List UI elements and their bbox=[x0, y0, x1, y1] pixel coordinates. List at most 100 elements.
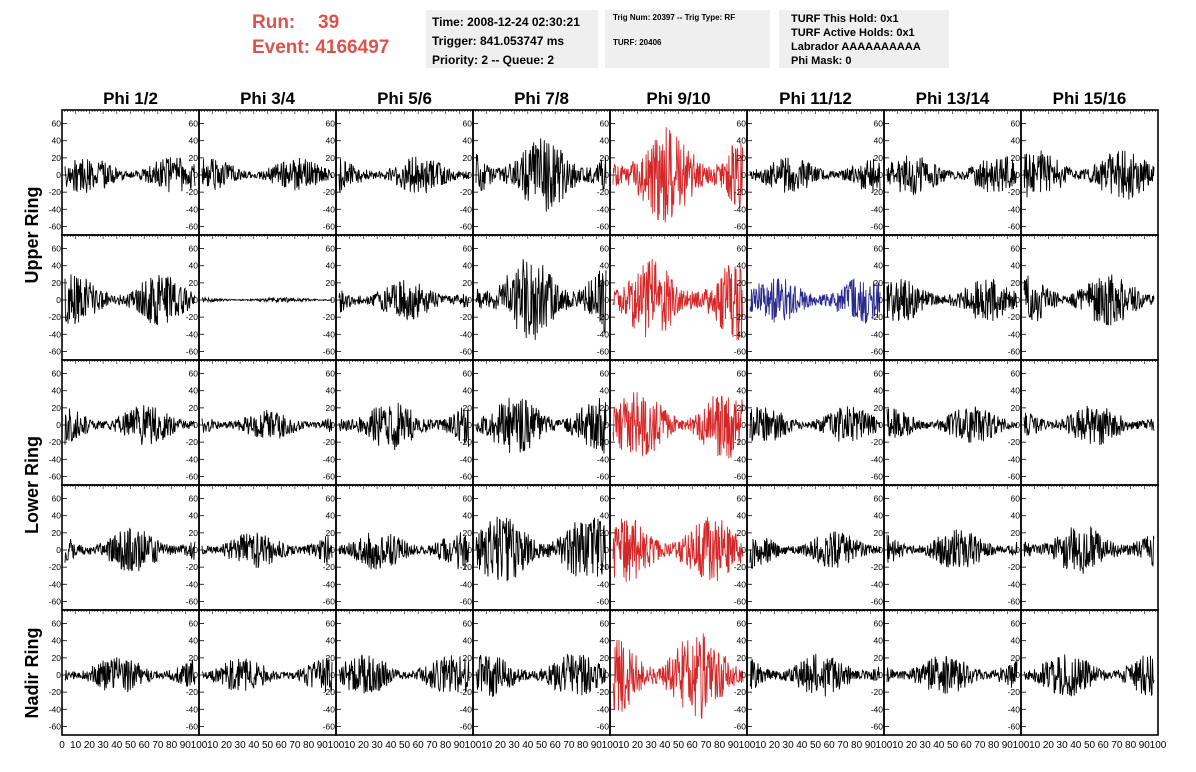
y-tick-label: 60 bbox=[600, 244, 610, 254]
y-tick-label: 60 bbox=[189, 619, 199, 629]
x-tick-label: 70 bbox=[974, 740, 986, 751]
y-tick-label: 0 bbox=[604, 545, 609, 555]
y-tick-label: 60 bbox=[326, 619, 336, 629]
y-tick-label: -60 bbox=[186, 596, 199, 606]
y-tick-label: -60 bbox=[1008, 346, 1021, 356]
x-tick-label: 70 bbox=[700, 740, 712, 751]
y-tick-label: 20 bbox=[874, 278, 884, 288]
y-tick-label: 60 bbox=[737, 494, 747, 504]
y-tick-label: 20 bbox=[189, 278, 199, 288]
y-tick-label: -60 bbox=[49, 346, 62, 356]
y-tick-label: 0 bbox=[330, 670, 335, 680]
y-tick-label: -60 bbox=[734, 221, 747, 231]
trig-num-text: Trig Num: 20397 -- Trig Type: RF bbox=[613, 13, 736, 22]
waveform-r3-c6 bbox=[749, 406, 881, 442]
waveform-r5-c4 bbox=[475, 654, 607, 697]
y-tick-label: -60 bbox=[186, 721, 199, 731]
y-tick-label: -20 bbox=[460, 187, 473, 197]
x-tick-label: 10 bbox=[481, 740, 493, 751]
x-tick-label: 10 bbox=[344, 740, 356, 751]
y-tick-label: 0 bbox=[56, 170, 61, 180]
column-header-8: Phi 15/16 bbox=[1053, 89, 1127, 108]
y-tick-label: -60 bbox=[460, 221, 473, 231]
x-tick-label: 80 bbox=[851, 740, 863, 751]
y-tick-label: 60 bbox=[1011, 619, 1021, 629]
y-tick-label: 0 bbox=[56, 670, 61, 680]
y-tick-label: -20 bbox=[49, 312, 62, 322]
y-tick-label: 60 bbox=[1011, 119, 1021, 129]
y-tick-label: 0 bbox=[193, 545, 198, 555]
x-tick-label: 70 bbox=[837, 740, 849, 751]
y-tick-label: 40 bbox=[326, 386, 336, 396]
y-tick-label: 20 bbox=[737, 403, 747, 413]
y-tick-label: 20 bbox=[737, 153, 747, 163]
y-tick-label: 40 bbox=[874, 261, 884, 271]
y-tick-label: -40 bbox=[460, 329, 473, 339]
y-tick-label: 40 bbox=[600, 386, 610, 396]
y-tick-label: 20 bbox=[189, 153, 199, 163]
y-tick-label: -40 bbox=[460, 204, 473, 214]
y-tick-label: 0 bbox=[56, 295, 61, 305]
y-tick-label: 40 bbox=[600, 511, 610, 521]
y-tick-label: -20 bbox=[49, 437, 62, 447]
y-tick-label: 60 bbox=[463, 244, 473, 254]
y-tick-label: 40 bbox=[737, 136, 747, 146]
y-tick-label: 20 bbox=[600, 528, 610, 538]
y-tick-label: -40 bbox=[323, 454, 336, 464]
y-tick-label: -40 bbox=[186, 204, 199, 214]
waveform-r5-c6 bbox=[749, 653, 881, 697]
waveform-r1-c1 bbox=[64, 157, 196, 193]
y-tick-label: -40 bbox=[871, 454, 884, 464]
y-tick-label: 20 bbox=[600, 403, 610, 413]
waveform-r5-c5 bbox=[612, 633, 744, 719]
ring-label-upper-ring: Upper Ring bbox=[22, 187, 42, 284]
y-tick-label: -40 bbox=[1008, 329, 1021, 339]
y-tick-label: 60 bbox=[600, 369, 610, 379]
y-tick-label: 20 bbox=[737, 653, 747, 663]
x-tick-label: 20 bbox=[769, 740, 781, 751]
x-tick-label: 40 bbox=[1070, 740, 1082, 751]
waveform-r4-c4 bbox=[475, 516, 607, 582]
y-tick-label: 20 bbox=[874, 528, 884, 538]
y-tick-label: -40 bbox=[460, 454, 473, 464]
y-tick-label: 20 bbox=[1011, 153, 1021, 163]
y-tick-label: 0 bbox=[741, 545, 746, 555]
y-tick-label: 60 bbox=[874, 119, 884, 129]
y-tick-label: -20 bbox=[734, 187, 747, 197]
y-tick-label: 60 bbox=[737, 619, 747, 629]
y-tick-label: 0 bbox=[741, 420, 746, 430]
y-tick-label: 0 bbox=[604, 170, 609, 180]
y-tick-label: 60 bbox=[737, 369, 747, 379]
y-tick-label: 0 bbox=[878, 295, 883, 305]
y-tick-label: -20 bbox=[871, 687, 884, 697]
y-tick-label: 0 bbox=[330, 295, 335, 305]
x-tick-label: 0 bbox=[59, 740, 65, 751]
waveform-r4-c6 bbox=[749, 531, 881, 569]
y-tick-label: 60 bbox=[326, 494, 336, 504]
y-tick-label: 40 bbox=[463, 511, 473, 521]
waveform-r5-c1 bbox=[64, 657, 196, 693]
y-tick-label: 40 bbox=[737, 636, 747, 646]
y-tick-label: 60 bbox=[600, 119, 610, 129]
y-tick-label: 20 bbox=[600, 153, 610, 163]
waveform-r3-c7 bbox=[886, 406, 1018, 443]
y-tick-label: -60 bbox=[1008, 221, 1021, 231]
waveform-r4-c2 bbox=[201, 532, 333, 568]
y-tick-label: -60 bbox=[597, 596, 610, 606]
ring-label-nadir-ring: Nadir Ring bbox=[22, 627, 42, 718]
y-tick-label: -40 bbox=[460, 579, 473, 589]
x-tick-label: 70 bbox=[289, 740, 301, 751]
y-tick-label: -20 bbox=[871, 437, 884, 447]
y-tick-label: -60 bbox=[460, 471, 473, 481]
y-tick-label: 40 bbox=[326, 261, 336, 271]
waveform-r2-c3 bbox=[338, 280, 470, 321]
y-tick-label: 20 bbox=[874, 153, 884, 163]
y-tick-label: 60 bbox=[326, 369, 336, 379]
y-tick-label: -60 bbox=[460, 346, 473, 356]
y-tick-label: 60 bbox=[874, 369, 884, 379]
y-tick-label: 40 bbox=[1011, 136, 1021, 146]
x-tick-label: 60 bbox=[276, 740, 288, 751]
y-tick-label: -40 bbox=[323, 204, 336, 214]
y-tick-label: 20 bbox=[1011, 653, 1021, 663]
waveform-r5-c2 bbox=[201, 658, 333, 693]
